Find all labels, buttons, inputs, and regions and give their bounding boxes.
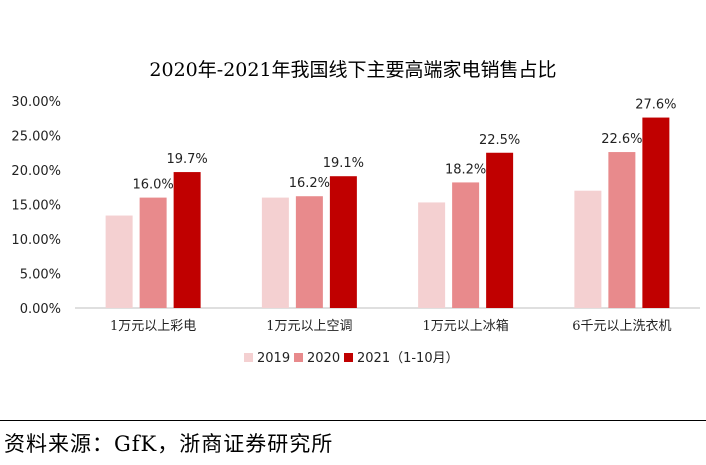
x-axis: 1万元以上彩电 1万元以上空调 1万元以上冰箱 6千元以上洗衣机 — [75, 307, 700, 334]
bar-2019-1万元以上冰箱 — [418, 202, 446, 308]
data-label: 22.5% — [479, 133, 520, 148]
data-label: 18.2% — [445, 162, 486, 177]
y-tick-label: 30.00% — [11, 95, 61, 110]
data-label: 16.0% — [132, 178, 173, 193]
legend-swatch — [244, 353, 253, 362]
chart-title: 2020年-2021年我国线下主要高端家电销售占比 — [149, 59, 556, 81]
y-tick-label: 15.00% — [11, 199, 61, 214]
y-tick-label: 5.00% — [20, 268, 61, 283]
y-axis: 0.00% 5.00% 10.00% 15.00% 20.00% 25.00% 30.00% — [11, 95, 61, 317]
bar-2019-1万元以上彩电 — [105, 215, 133, 308]
x-tick-label: 1万元以上空调 — [266, 319, 352, 334]
source-note: 资料来源：GfK，浙商证券研究所 — [4, 432, 334, 456]
bar-2020-1万元以上冰箱 — [452, 182, 480, 308]
legend-swatch — [344, 353, 353, 362]
bar-2020-1万元以上空调 — [295, 196, 323, 308]
data-label: 19.1% — [323, 156, 364, 171]
data-label: 27.6% — [635, 98, 676, 113]
y-tick-label: 10.00% — [11, 233, 61, 248]
x-tick-label: 1万元以上冰箱 — [422, 318, 508, 334]
legend-label: 2020 — [307, 351, 340, 366]
legend-swatch — [294, 353, 303, 362]
legend: 2019 2020 2021（1-10月） — [244, 351, 459, 366]
x-tick-label: 6千元以上洗衣机 — [572, 318, 671, 334]
y-tick-label: 0.00% — [20, 302, 61, 317]
bar-2019-1万元以上空调 — [261, 197, 289, 308]
bar-2019-6千元以上洗衣机 — [574, 190, 602, 308]
legend-label: 2019 — [257, 351, 290, 366]
data-label: 22.6% — [601, 132, 642, 147]
data-labels: 16.0% 19.7% 16.2% 19.1% 18.2% 22.5% 22.6% 27.6% — [132, 98, 676, 193]
y-tick-label: 25.00% — [11, 130, 61, 145]
bar-2021（1-10月）-1万元以上彩电 — [173, 172, 201, 308]
bars — [105, 117, 670, 308]
bar-2021（1-10月）-1万元以上空调 — [329, 176, 357, 308]
chart: 2020年-2021年我国线下主要高端家电销售占比 0.00% 5.00% 10.0… — [11, 59, 700, 366]
y-tick-label: 20.00% — [11, 164, 61, 179]
bar-2021（1-10月）-6千元以上洗衣机 — [642, 117, 670, 308]
bar-2021（1-10月）-1万元以上冰箱 — [486, 152, 514, 308]
data-label: 19.7% — [166, 152, 207, 167]
data-label: 16.2% — [289, 176, 330, 191]
legend-label: 2021（1-10月） — [357, 351, 459, 366]
bar-2020-1万元以上彩电 — [139, 197, 167, 308]
divider — [0, 420, 706, 421]
x-tick-label: 1万元以上彩电 — [110, 319, 196, 334]
bar-2020-6千元以上洗衣机 — [608, 152, 636, 308]
